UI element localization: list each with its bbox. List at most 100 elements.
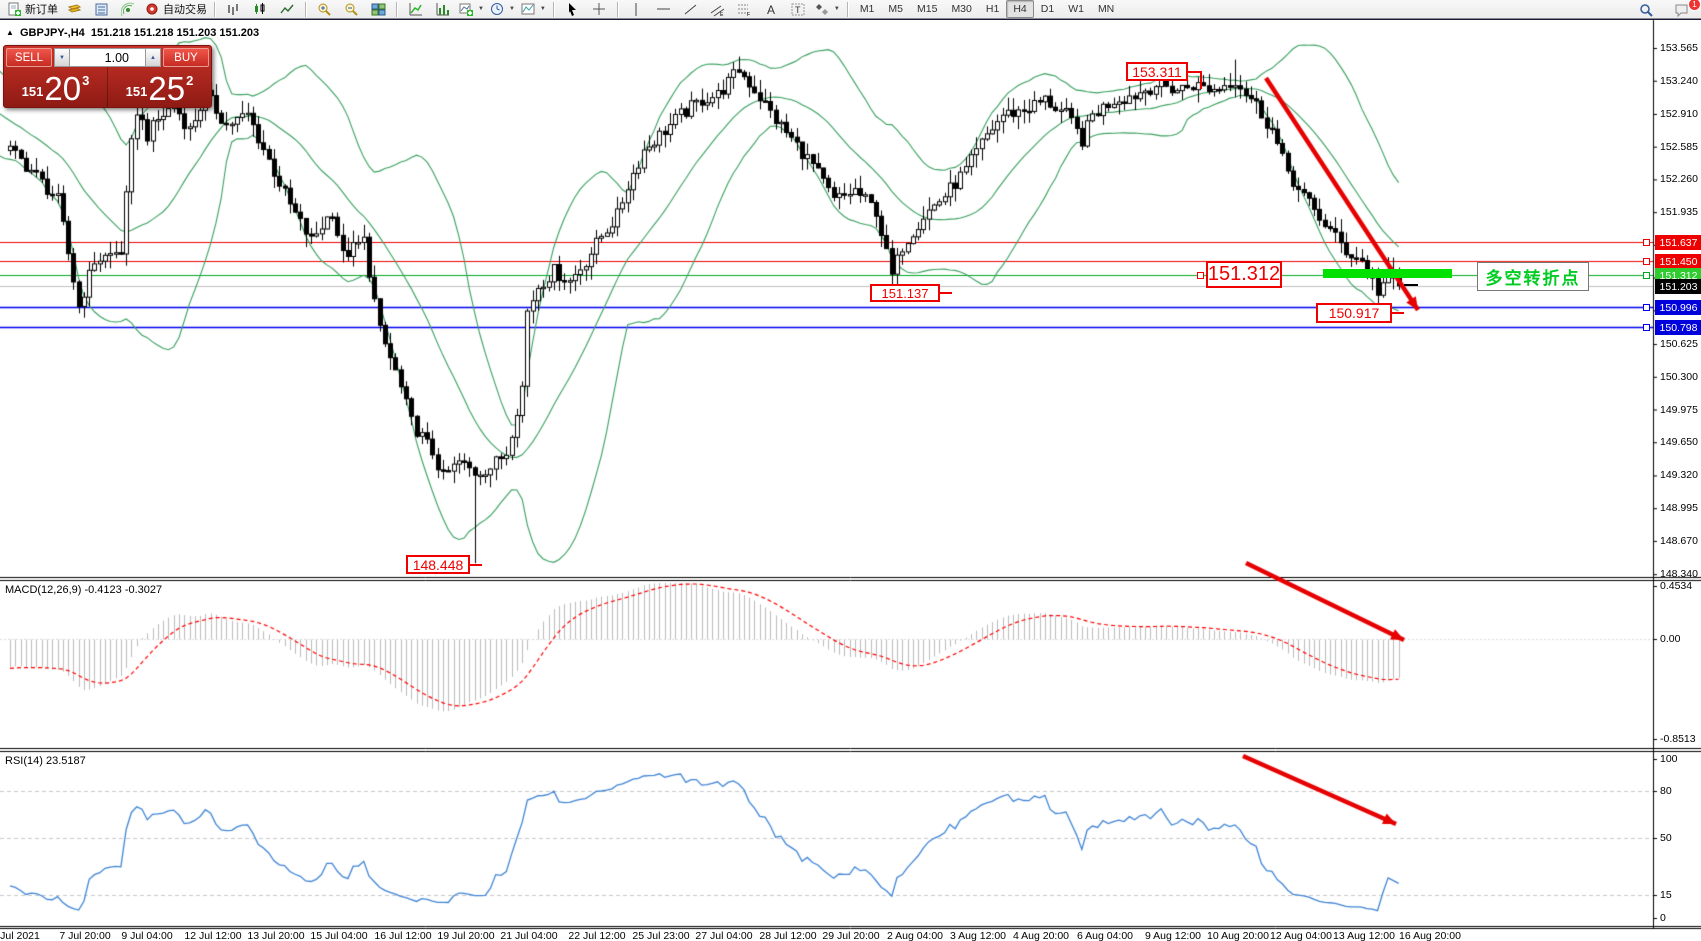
shapes-button[interactable]: ▼ xyxy=(812,0,843,19)
callout-connector xyxy=(1188,70,1202,73)
label-button[interactable]: T xyxy=(785,0,812,19)
price-line-tag: 150.798 xyxy=(1655,320,1701,335)
text-button[interactable]: A xyxy=(758,0,785,19)
notification-badge: 1 xyxy=(1688,0,1701,11)
indicator-list-button[interactable] xyxy=(429,0,456,19)
crosshair-button[interactable] xyxy=(586,0,613,19)
one-click-trade-panel: SELL ▼ 1.00 ▲ BUY 151 20 3 151 25 2 xyxy=(3,45,212,108)
buy-button[interactable]: BUY xyxy=(163,48,209,67)
price-line-tag: 151.450 xyxy=(1655,254,1701,269)
autotrading-button[interactable]: 自动交易 xyxy=(142,0,210,19)
volume-decrease-button[interactable]: ▼ xyxy=(54,48,70,67)
channel-button[interactable]: E xyxy=(704,0,731,19)
line-anchor-marker[interactable] xyxy=(1643,304,1650,311)
hline-icon xyxy=(656,2,671,17)
sell-price[interactable]: 151 20 3 xyxy=(4,67,108,107)
volume-field[interactable]: 1.00 xyxy=(70,48,145,67)
time-axis-label: 28 Jul 12:00 xyxy=(759,930,817,941)
fibonacci-button[interactable]: F xyxy=(731,0,758,19)
sell-button[interactable]: SELL xyxy=(6,48,52,67)
tile-windows-button[interactable] xyxy=(365,0,392,19)
toolbar-separator xyxy=(616,1,619,17)
indicators-button[interactable] xyxy=(402,0,429,19)
chat-notification-icon[interactable]: 1 xyxy=(1668,0,1701,20)
timeframe-h4[interactable]: H4 xyxy=(1006,0,1034,18)
timeframe-m5[interactable]: M5 xyxy=(888,3,903,15)
timeframe-d1[interactable]: D1 xyxy=(1040,3,1055,15)
clock-button[interactable]: ▼ xyxy=(487,0,518,19)
timeframe-m30[interactable]: M30 xyxy=(951,3,972,15)
time-axis-label: 12 Aug 04:00 xyxy=(1270,930,1332,941)
line-chart-button[interactable] xyxy=(274,0,301,19)
market-watch-button[interactable] xyxy=(61,0,88,19)
timeframe-mn[interactable]: MN xyxy=(1097,3,1115,15)
chart-settings-button[interactable]: ▼ xyxy=(518,0,549,19)
data-window-icon xyxy=(94,2,109,17)
navigator-button[interactable] xyxy=(115,0,142,19)
price-callout-swing-high[interactable]: 153.311 xyxy=(1126,62,1188,81)
toolbar-separator xyxy=(846,1,849,17)
price-callout-july-low[interactable]: 148.448 xyxy=(406,555,470,574)
macd-axis-tick: 0.00 xyxy=(1660,633,1681,645)
time-axis-label: 9 Jul 04:00 xyxy=(121,930,173,941)
chevron-down-icon: ▼ xyxy=(508,6,515,12)
callout-anchor-marker[interactable] xyxy=(1197,271,1204,279)
data-window-button[interactable] xyxy=(88,0,115,19)
price-axis-tick: 152.260 xyxy=(1660,173,1698,186)
indicator-list-icon xyxy=(435,2,450,17)
line-anchor-marker[interactable] xyxy=(1643,272,1650,279)
toolbar-separator xyxy=(214,1,216,17)
price-axis-tick: 148.340 xyxy=(1660,568,1698,581)
price-line-tag: 151.203 xyxy=(1655,279,1701,294)
line-chart-icon xyxy=(280,2,295,17)
macd-axis-tick: 0.4534 xyxy=(1660,580,1693,592)
channel-icon: E xyxy=(710,2,725,17)
price-axis-tick: 149.975 xyxy=(1660,403,1698,416)
timeframe-m1[interactable]: M1 xyxy=(859,3,875,15)
line-anchor-marker[interactable] xyxy=(1643,258,1650,265)
buy-price[interactable]: 151 25 2 xyxy=(108,67,211,107)
price-axis-tick: 149.320 xyxy=(1660,469,1698,482)
price-callout-recent-low[interactable]: 150.917 xyxy=(1316,303,1392,323)
line-anchor-marker[interactable] xyxy=(1643,324,1650,331)
timeframe-w1[interactable]: W1 xyxy=(1068,3,1084,15)
candle-chart-button[interactable] xyxy=(247,0,274,19)
search-icon[interactable] xyxy=(1633,1,1660,20)
navigator-icon xyxy=(121,2,136,17)
price-callout-aug-low[interactable]: 151.137 xyxy=(870,284,940,302)
timeframe-m15[interactable]: M15 xyxy=(917,3,938,15)
note-box-turning-point[interactable]: 多空转折点 xyxy=(1477,262,1589,291)
svg-text:F: F xyxy=(747,12,750,17)
toolbar-button-label: 自动交易 xyxy=(163,4,207,16)
zoom-out-button[interactable] xyxy=(338,0,365,19)
sell-price-big: 20 xyxy=(44,70,82,107)
callout-connector xyxy=(470,563,482,566)
cursor-icon xyxy=(565,2,580,17)
bar-chart-button[interactable] xyxy=(220,0,247,19)
sell-price-prefix: 151 xyxy=(21,84,44,99)
price-callout-pivot[interactable]: 151.312 xyxy=(1206,261,1282,288)
hline-button[interactable] xyxy=(650,0,677,19)
rsi-label: RSI(14) 23.5187 xyxy=(5,755,86,767)
new-order-button[interactable]: 新订单 xyxy=(4,0,61,19)
chevron-down-icon: ▼ xyxy=(539,6,546,12)
cursor-button[interactable] xyxy=(559,0,586,19)
price-line-tag: 150.996 xyxy=(1655,300,1701,315)
timeframe-h1[interactable]: H1 xyxy=(985,3,1000,15)
pivot-highlight-bar[interactable] xyxy=(1323,269,1452,278)
add-object-button[interactable]: ▼ xyxy=(456,0,487,19)
vline-button[interactable] xyxy=(623,0,650,19)
sell-price-sup: 3 xyxy=(82,73,90,88)
toolbar-separator xyxy=(552,1,555,17)
buy-price-prefix: 151 xyxy=(125,84,148,99)
zoom-in-button[interactable] xyxy=(311,0,338,19)
rsi-axis-tick: 0 xyxy=(1660,912,1666,924)
price-axis-tick: 153.565 xyxy=(1660,42,1698,54)
line-anchor-marker[interactable] xyxy=(1643,239,1650,246)
volume-increase-button[interactable]: ▲ xyxy=(145,48,161,67)
price-axis-tick: 150.300 xyxy=(1660,370,1698,383)
bar-chart-icon xyxy=(226,2,241,17)
trendline-button[interactable] xyxy=(677,0,704,19)
toolbar-button-label: 新订单 xyxy=(25,4,58,16)
